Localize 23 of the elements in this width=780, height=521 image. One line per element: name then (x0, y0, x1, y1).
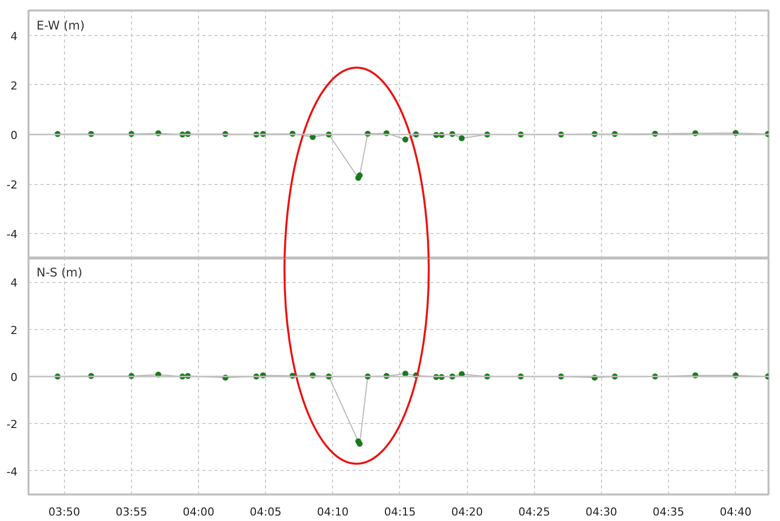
y-tick-label: 2 (10, 79, 18, 92)
y-tick-label: 0 (10, 371, 18, 384)
y-tick-label: 4 (10, 276, 18, 290)
x-tick-label: 04:40 (720, 506, 752, 518)
x-tick-label: 04:10 (316, 506, 349, 518)
y-tick-label: -2 (6, 178, 18, 192)
text: E-W (m) (36, 18, 85, 32)
x-tick-label: 04:30 (585, 506, 618, 518)
y-tick-label: -4 (6, 465, 18, 478)
x-tick-label: 04:35 (652, 506, 684, 518)
y-tick-label: 4 (10, 30, 18, 43)
y-tick-label: -4 (6, 228, 18, 242)
x-tick-label: 04:15 (384, 506, 416, 518)
text: N-S (m) (36, 266, 82, 280)
x-tick-label: 03:50 (48, 506, 80, 518)
x-tick-label: 04:05 (250, 506, 282, 518)
y-tick-label: -2 (6, 418, 18, 432)
x-tick-label: 04:20 (451, 506, 483, 518)
x-tick-label: 03:55 (116, 506, 148, 518)
y-tick-label: 2 (10, 324, 18, 337)
x-tick-label: 04:00 (182, 506, 214, 518)
x-tick-label: 04:25 (518, 506, 550, 518)
y-tick-label: 0 (10, 129, 18, 142)
